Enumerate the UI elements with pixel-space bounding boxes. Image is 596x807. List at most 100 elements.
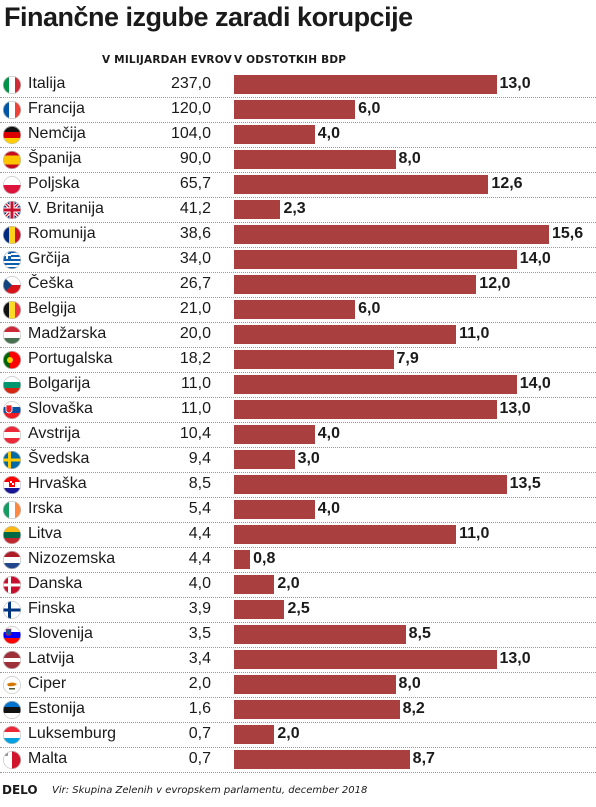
country-name: Bolgarija: [28, 375, 91, 392]
gdp-bar: [234, 175, 489, 194]
eur-value: 20,0: [179, 325, 211, 342]
country-name: Ciper: [28, 675, 67, 692]
row-separator: [0, 521, 596, 523]
table-row: Estonija 1,6 8,2: [0, 697, 596, 722]
chart-title: Finančne izgube zaradi korupcije: [4, 2, 413, 32]
gdp-value-label: 13,0: [499, 400, 531, 417]
eur-value: 21,0: [179, 300, 211, 317]
gdp-bar: [234, 400, 497, 419]
eur-value: 3,4: [188, 650, 211, 667]
table-row: Francija 120,0 6,0: [0, 97, 596, 122]
gdp-value-label: 8,7: [412, 750, 435, 767]
country-name: Danska: [28, 575, 83, 592]
gdp-bar: [234, 325, 457, 344]
row-separator: [0, 496, 596, 498]
country-name: Španija: [28, 150, 82, 167]
row-separator: [0, 471, 596, 473]
flag-italy-icon: [3, 76, 21, 94]
table-row: Danska 4,0 2,0: [0, 572, 596, 597]
row-separator: [0, 321, 596, 323]
table-row: Romunija 38,6 15,6: [0, 222, 596, 247]
gdp-value-label: 3,0: [297, 450, 320, 467]
country-name: Nemčija: [28, 125, 86, 142]
eur-value: 0,7: [188, 725, 211, 742]
flag-finland-icon: [3, 601, 21, 619]
country-name: Nizozemska: [28, 550, 116, 567]
gdp-bar: [234, 350, 394, 369]
gdp-bar: [234, 75, 497, 94]
flag-sweden-icon: [3, 451, 21, 469]
gdp-bar: [234, 450, 295, 469]
flag-luxembourg-icon: [3, 726, 21, 744]
gdp-value-label: 14,0: [519, 375, 551, 392]
row-separator: [0, 371, 596, 373]
flag-hungary-icon: [3, 326, 21, 344]
eur-value: 4,0: [188, 575, 211, 592]
country-name: Latvija: [28, 650, 75, 667]
gdp-value-label: 8,5: [408, 625, 431, 642]
row-separator: [0, 271, 596, 273]
gdp-value-label: 6,0: [358, 300, 381, 317]
country-name: Švedska: [28, 450, 90, 467]
table-row: Grčija 34,0 14,0: [0, 247, 596, 272]
source-note: Vir: Skupina Zelenih v evropskem parlame…: [52, 785, 368, 796]
gdp-value-label: 8,0: [398, 150, 421, 167]
country-name: Estonija: [28, 700, 85, 717]
flag-croatia-icon: [3, 476, 21, 494]
gdp-bar: [234, 600, 285, 619]
flag-portugal-icon: [3, 351, 21, 369]
eur-value: 10,4: [179, 425, 211, 442]
gdp-value-label: 15,6: [552, 225, 584, 242]
gdp-bar: [234, 700, 400, 719]
flag-romania-icon: [3, 226, 21, 244]
country-name: Slovenija: [28, 625, 93, 642]
table-row: Slovaška 11,0 13,0: [0, 397, 596, 422]
table-row: Litva 4,4 11,0: [0, 522, 596, 547]
table-row: Malta 0,7 8,7: [0, 747, 596, 772]
flag-ireland-icon: [3, 501, 21, 519]
row-separator: [0, 696, 596, 698]
gdp-bar: [234, 675, 396, 694]
table-row: Nizozemska 4,4 0,8: [0, 547, 596, 572]
table-row: Finska 3,9 2,5: [0, 597, 596, 622]
table-row: Švedska 9,4 3,0: [0, 447, 596, 472]
table-row: Ciper 2,0 8,0: [0, 672, 596, 697]
gdp-bar: [234, 425, 315, 444]
flag-france-icon: [3, 101, 21, 119]
row-separator: [0, 646, 596, 648]
column-header-bdp: V ODSTOTKIH BDP: [234, 54, 347, 66]
gdp-value-label: 2,0: [277, 725, 300, 742]
table-row: Nemčija 104,0 4,0: [0, 122, 596, 147]
gdp-value-label: 2,5: [287, 600, 310, 617]
gdp-value-label: 12,0: [479, 275, 511, 292]
country-name: Romunija: [28, 225, 96, 242]
gdp-bar: [234, 375, 517, 394]
gdp-bar: [234, 300, 356, 319]
row-separator: [0, 246, 596, 248]
gdp-value-label: 4,0: [317, 500, 341, 517]
eur-value: 38,6: [179, 225, 211, 242]
country-name: Madžarska: [28, 325, 107, 342]
flag-germany-icon: [3, 126, 21, 144]
row-separator: [0, 196, 596, 198]
gdp-value-label: 11,0: [459, 325, 490, 342]
row-separator: [0, 421, 596, 423]
row-separator: [0, 121, 596, 123]
flag-czechia-icon: [3, 276, 21, 294]
gdp-bar: [234, 625, 406, 644]
eur-value: 41,2: [179, 200, 211, 217]
flag-spain-icon: [3, 151, 21, 169]
table-row: Italija 237,0 13,0: [0, 72, 596, 97]
gdp-value-label: 13,5: [509, 475, 541, 492]
country-name: V. Britanija: [28, 200, 104, 217]
eur-value: 65,7: [179, 175, 211, 192]
flag-uk-icon: [3, 201, 21, 219]
country-name: Francija: [28, 100, 85, 117]
table-row: Hrvaška 8,5 13,5: [0, 472, 596, 497]
eur-value: 4,4: [188, 550, 211, 567]
country-name: Portugalska: [28, 350, 113, 367]
gdp-value-label: 13,0: [499, 650, 531, 667]
flag-slovenia-icon: [3, 626, 21, 644]
gdp-bar: [234, 125, 315, 144]
eur-value: 90,0: [179, 150, 211, 167]
